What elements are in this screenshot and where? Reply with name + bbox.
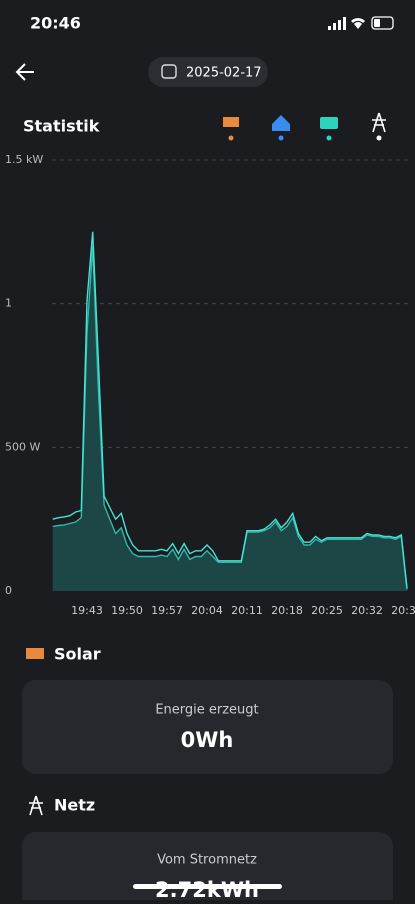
solar-value: 0Wh — [181, 728, 234, 752]
y-tick-label: 500 W — [5, 440, 40, 453]
x-tick-label: 20:25 — [311, 604, 343, 617]
solar-title: Solar — [54, 645, 101, 664]
grid-label: Vom Stromnetz — [157, 853, 257, 868]
x-tick-label: 19:50 — [111, 604, 143, 617]
x-tick-label: 20:11 — [231, 604, 263, 617]
solar-card — [22, 680, 393, 774]
x-tick-label: 20:04 — [191, 604, 223, 617]
solar-label: Energie erzeugt — [155, 703, 258, 718]
x-tick-label: 20:32 — [351, 604, 383, 617]
grid-icon — [29, 795, 43, 816]
x-tick-label: 20:18 — [271, 604, 303, 617]
date-pill[interactable] — [148, 57, 268, 87]
grid-value: 2.72kWh — [155, 878, 259, 900]
area — [52, 246, 407, 591]
back-button[interactable] — [15, 63, 34, 81]
y-tick-label: 0 — [5, 584, 12, 597]
home-indicator — [133, 884, 282, 889]
grid-card — [22, 832, 393, 904]
line — [52, 246, 408, 590]
x-tick-label: 20:39 — [391, 604, 415, 617]
y-tick-label: 1 — [5, 297, 12, 310]
x-tick-label: 19:57 — [151, 604, 183, 617]
solar-icon — [26, 648, 44, 659]
line — [52, 231, 408, 589]
date: 2025-02-17 — [186, 66, 262, 81]
legend-icons[interactable] — [223, 112, 386, 141]
x-tick-label: 19:43 — [71, 604, 103, 617]
status-icons — [328, 16, 394, 30]
calendar-icon — [161, 64, 177, 79]
grid-title: Netz — [54, 796, 95, 815]
stats-title: Statistik — [23, 117, 100, 136]
clock: 20:46 — [30, 14, 81, 33]
y-tick-label: 1.5 kW — [5, 153, 43, 166]
